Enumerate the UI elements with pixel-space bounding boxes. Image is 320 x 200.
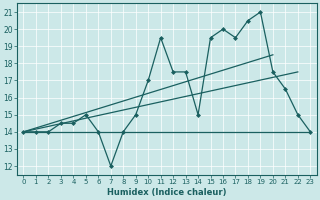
X-axis label: Humidex (Indice chaleur): Humidex (Indice chaleur) (107, 188, 227, 197)
